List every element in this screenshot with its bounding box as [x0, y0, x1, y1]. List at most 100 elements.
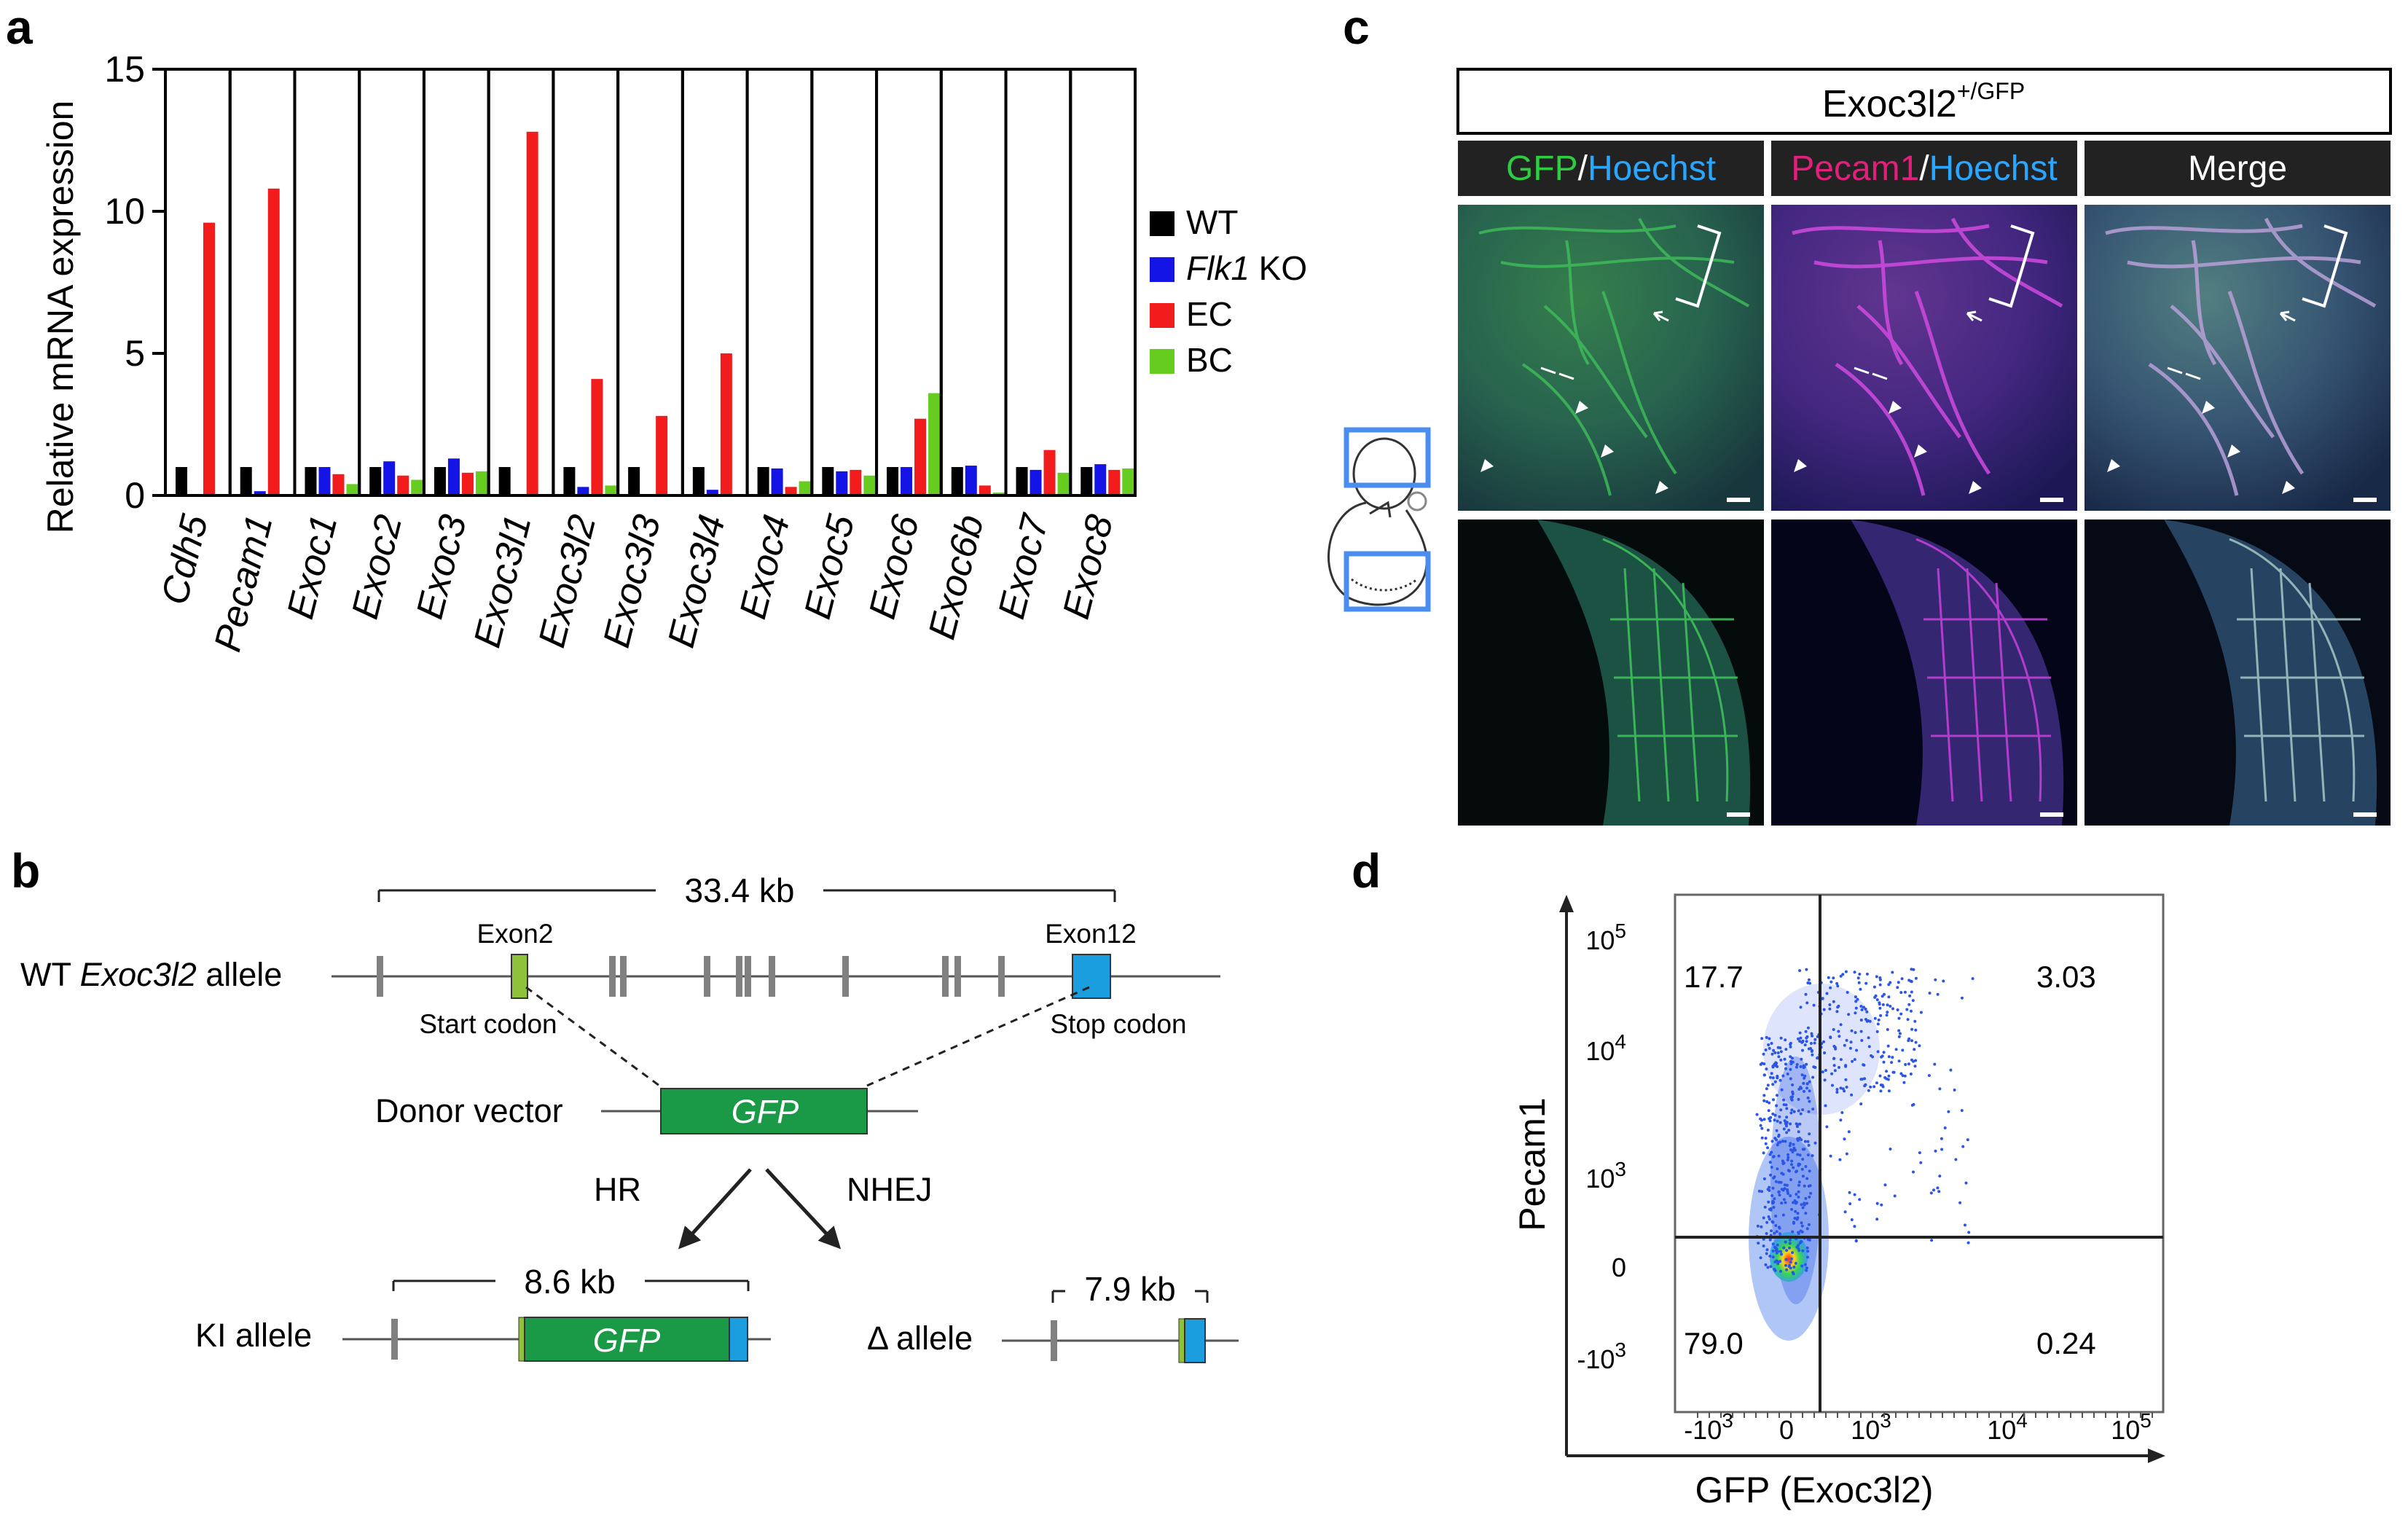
scatter-point: [1898, 1032, 1902, 1035]
category-label: Exoc6: [861, 511, 927, 623]
scatter-point: [1792, 1166, 1795, 1169]
scatter-point: [1824, 1104, 1827, 1108]
x-tick-labels: -103 0 103 104 105: [1684, 1409, 2153, 1445]
scatter-point: [1860, 1008, 1864, 1011]
scatter-point: [1771, 1065, 1775, 1068]
scatter-point: [1882, 1060, 1886, 1064]
scatter-point: [1899, 1012, 1903, 1016]
quadrant-lower-right: 0.24: [2036, 1326, 2096, 1360]
bar-flk1-ko-exoc6b: [965, 466, 977, 495]
panel-label-b: b: [11, 844, 40, 898]
scatter-point: [1785, 1183, 1789, 1187]
scatter-point: [1782, 1246, 1786, 1250]
scatter-point: [1811, 1154, 1814, 1158]
scatter-point: [1807, 1223, 1811, 1226]
scatter-point: [1799, 1036, 1803, 1040]
scatter-point: [1875, 1030, 1879, 1033]
scatter-point: [1765, 1248, 1769, 1252]
scatter-point: [1862, 1005, 1865, 1009]
scatter-point: [1807, 1110, 1811, 1113]
scatter-dots: [1755, 968, 1974, 1276]
scatter-point: [1765, 1087, 1768, 1091]
y-tick-label: 5: [125, 333, 145, 374]
bar-wt-exoc6b: [951, 467, 963, 495]
scatter-point: [1825, 1125, 1829, 1129]
scatter-point: [1833, 1069, 1837, 1073]
category-group-box: [681, 68, 749, 497]
scatter-point: [1788, 1242, 1792, 1245]
scatter-point: [1914, 1040, 1918, 1044]
scatter-point: [1797, 1231, 1800, 1234]
col-header-pecam1: Pecam1/Hoechst: [1791, 149, 2058, 188]
scatter-point: [1844, 970, 1848, 973]
scatter-point: [1886, 1003, 1889, 1007]
scatter-point: [1776, 1167, 1779, 1171]
bar-wt-exoc7: [1016, 467, 1028, 495]
category-label: Exoc3l3: [595, 511, 669, 652]
scatter-point: [1889, 1148, 1892, 1150]
scatter-point: [1811, 1034, 1813, 1038]
scatter-point: [1768, 1117, 1771, 1121]
scatter-point: [1801, 1206, 1805, 1210]
image-merge-head: [2085, 205, 2391, 511]
scatter-point: [1953, 1089, 1956, 1091]
bar-wt-exoc1: [305, 467, 317, 495]
scatter-point: [1958, 1201, 1962, 1204]
scatter-point: [1828, 1007, 1832, 1011]
donor-vector-label: Donor vector: [375, 1092, 563, 1129]
scatter-point: [1792, 1201, 1795, 1204]
scatter-point: [1784, 1062, 1787, 1066]
scatter-point: [1910, 1027, 1914, 1031]
scatter-point: [1792, 1220, 1795, 1224]
category-label: Exoc3l1: [466, 511, 540, 652]
scatter-point: [1862, 1063, 1865, 1067]
scatter-point: [1764, 1263, 1768, 1266]
bar-ec-exoc6: [914, 418, 927, 495]
scatter-point: [1766, 1188, 1770, 1191]
exon2-box: [511, 954, 528, 999]
scatter-point: [1772, 1206, 1776, 1209]
bar-flk1-ko-exoc4: [771, 468, 783, 495]
scatter-point: [1853, 1058, 1856, 1062]
scatter-point: [1773, 1118, 1776, 1122]
scatter-point: [1772, 1098, 1775, 1102]
scatter-point: [1782, 1098, 1786, 1102]
nhej-arrow: [765, 1168, 842, 1250]
scatter-point: [1875, 1218, 1879, 1221]
scatter-point: [1775, 1251, 1778, 1255]
scatter-point: [1798, 1040, 1802, 1043]
scatter-point: [1795, 1063, 1799, 1066]
scatter-point: [1774, 1224, 1778, 1227]
category-label: Exoc4: [732, 511, 798, 623]
scatter-point: [1810, 1032, 1813, 1035]
bar-wt-exoc3l4: [692, 467, 705, 495]
scatter-point: [1773, 1197, 1776, 1201]
scatter-point: [1779, 1058, 1783, 1062]
bar-ec-exoc3: [461, 472, 474, 495]
image-gfp-head: [1458, 205, 1764, 511]
y-tick-label: 10: [104, 191, 145, 232]
scatter-point: [1806, 1096, 1810, 1099]
scatter-point: [1789, 1194, 1792, 1198]
scatter-point: [1767, 1200, 1770, 1204]
scatter-point: [1784, 1121, 1787, 1125]
scatter-point: [1805, 1082, 1809, 1086]
scatter-point: [1792, 1110, 1796, 1113]
scatter-point: [1831, 1083, 1834, 1087]
scatter-point: [1797, 1195, 1800, 1199]
category-group-box: [228, 68, 297, 497]
scatter-point: [1829, 980, 1833, 984]
scatter-point: [1796, 1123, 1800, 1126]
y-tick-label: 0: [125, 475, 145, 516]
scatter-point: [1859, 987, 1862, 991]
scatter-point: [1781, 1213, 1785, 1217]
scatter-point: [1807, 1184, 1811, 1188]
scatter-point: [1875, 998, 1879, 1002]
category-label: Exoc5: [796, 510, 863, 623]
scatter-point: [1771, 1112, 1775, 1116]
scatter-point: [1832, 976, 1835, 980]
scatter-point: [1913, 1019, 1917, 1023]
scatter-point: [1771, 1250, 1775, 1252]
scatter-point: [1797, 1130, 1800, 1134]
scatter-point: [1825, 992, 1829, 995]
